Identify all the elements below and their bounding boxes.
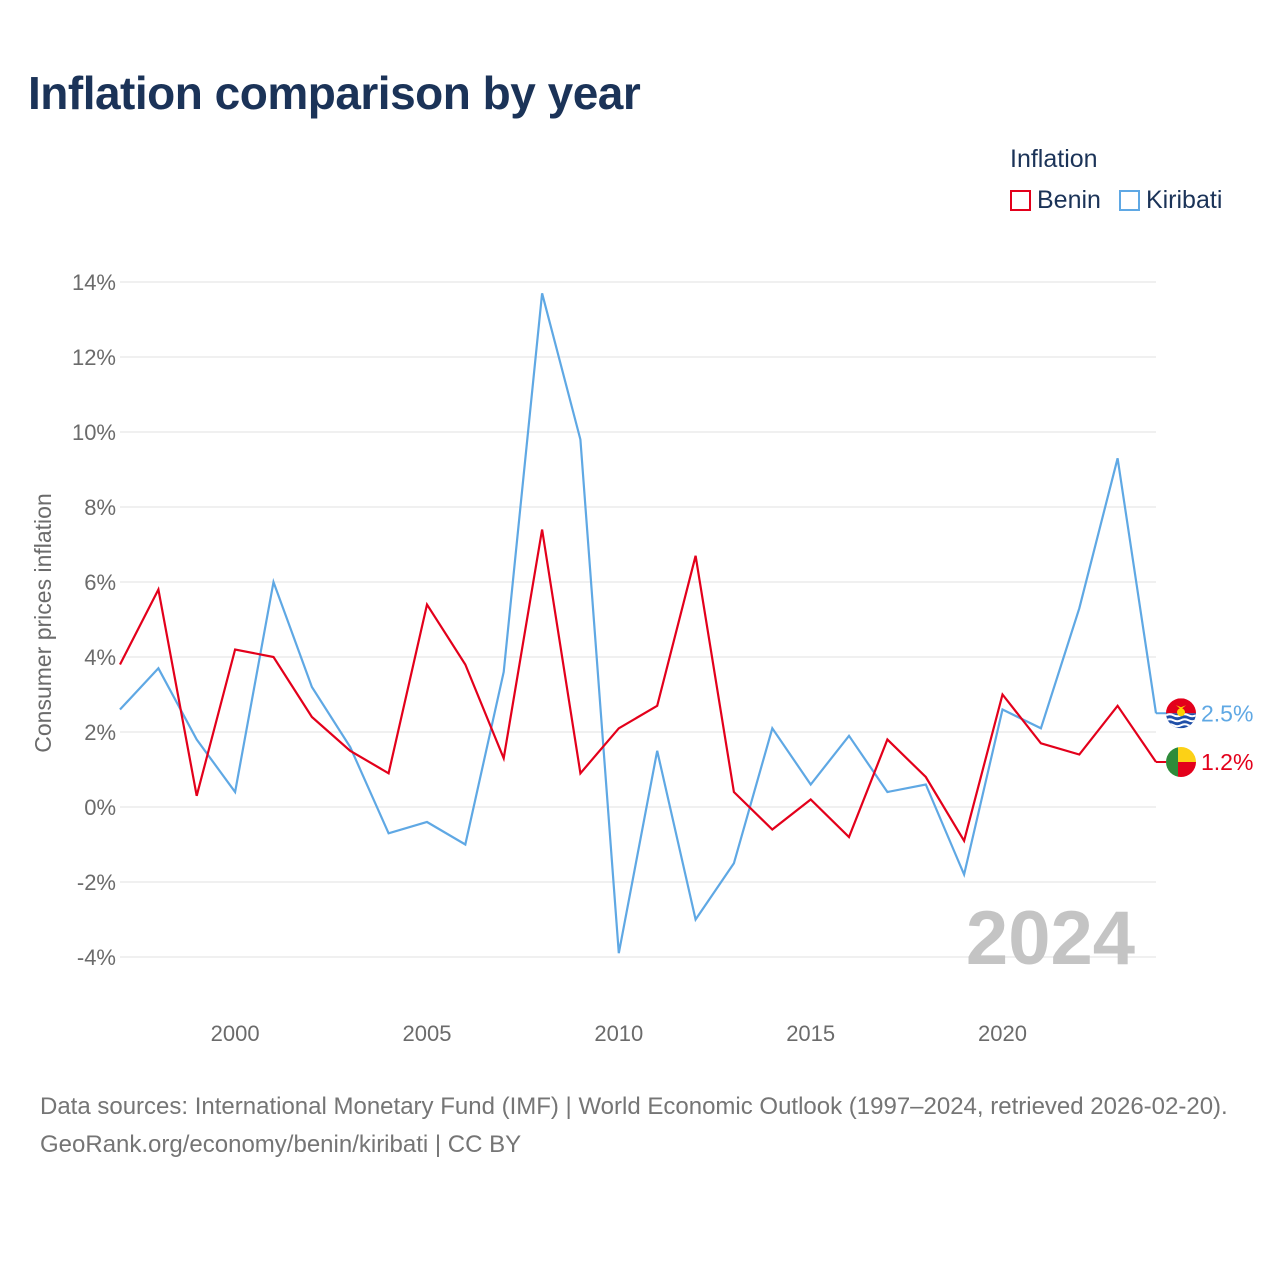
y-tick-label: 2%: [84, 720, 116, 745]
x-tick-label: 2010: [594, 1021, 643, 1046]
x-axis-ticks: 2000 2005 2010 2015 2020: [211, 1021, 1027, 1046]
y-tick-label: 12%: [72, 345, 116, 370]
legend-item-benin[interactable]: Benin: [1010, 186, 1101, 215]
y-tick-label: -2%: [77, 870, 116, 895]
footer: Data sources: International Monetary Fun…: [40, 1088, 1250, 1164]
y-tick-label: 4%: [84, 645, 116, 670]
chart-title: Inflation comparison by year: [28, 67, 641, 119]
legend-swatch-benin: [1010, 190, 1031, 211]
end-value-labels: 1.2% 2.5%: [1156, 700, 1253, 775]
y-axis-ticks: -4% -2% 0% 2% 4% 6% 8% 10% 12% 14%: [72, 270, 116, 970]
series-line-kiribati[interactable]: [119, 293, 1158, 954]
legend: Benin Kiribati: [1010, 186, 1222, 215]
legend-title: Inflation: [1010, 145, 1098, 173]
x-tick-label: 2015: [786, 1021, 835, 1046]
series-line-benin[interactable]: [119, 529, 1157, 844]
y-tick-label: 6%: [84, 570, 116, 595]
legend-label-kiribati: Kiribati: [1145, 186, 1223, 214]
end-label-benin: 1.2%: [1201, 749, 1253, 775]
legend-label-benin: Benin: [1037, 186, 1101, 214]
x-tick-label: 2020: [978, 1021, 1027, 1046]
year-watermark: 2024: [966, 896, 1135, 981]
legend-swatch-kiribati: [1118, 190, 1140, 211]
benin-flag-icon: [1166, 747, 1196, 777]
kiribati-flag-icon: [1166, 698, 1196, 729]
y-tick-label: 8%: [84, 495, 116, 520]
x-tick-label: 2000: [211, 1021, 260, 1046]
y-tick-label: 0%: [84, 795, 116, 820]
data-sources: Data sources: International Monetary Fun…: [40, 1093, 1228, 1120]
x-tick-label: 2005: [402, 1021, 451, 1046]
y-axis-label: Consumer prices inflation: [30, 493, 56, 753]
y-tick-label: 10%: [72, 420, 116, 445]
y-tick-label: -4%: [77, 945, 116, 970]
series-lines: [119, 293, 1158, 954]
legend-item-kiribati[interactable]: Kiribati: [1118, 186, 1223, 215]
end-label-kiribati: 2.5%: [1201, 700, 1253, 726]
y-tick-label: 14%: [72, 270, 116, 295]
gridlines: [120, 281, 1156, 958]
credit-line[interactable]: GeoRank.org/economy/benin/kiribati | CC …: [40, 1131, 522, 1158]
